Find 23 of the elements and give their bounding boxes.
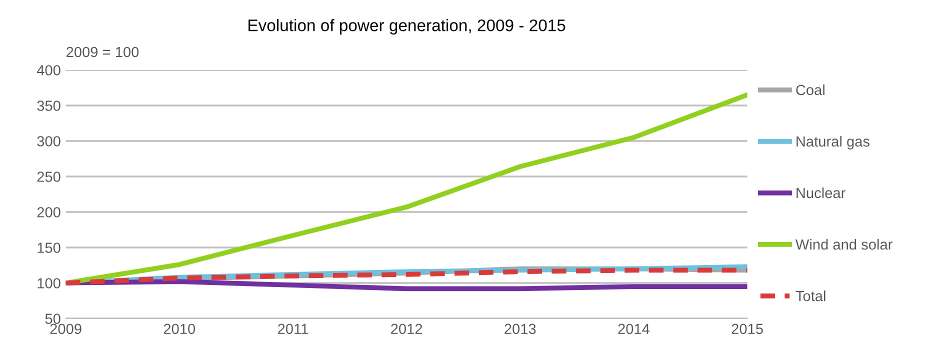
y-tick-label: 400 [36, 65, 60, 76]
y-tick-label: 300 [37, 136, 60, 146]
x-tick-label: 2011 [278, 324, 308, 334]
legend-label: Wind and solar [795, 238, 892, 250]
legend-label: Coal [796, 84, 824, 96]
y-axis-title: 2009 = 100 [66, 46, 139, 58]
x-tick-label: 2009 [50, 324, 82, 334]
y-tick-label: 150 [38, 242, 60, 253]
x-tick-label: 2012 [391, 324, 422, 334]
y-tick-label: 100 [38, 278, 60, 288]
y-tick-label: 250 [37, 172, 60, 182]
x-tick-label: 2015 [732, 324, 763, 334]
legend-label: Total [796, 290, 826, 302]
y-tick-label: 200 [37, 207, 60, 218]
x-tick-label: 2013 [504, 324, 536, 334]
chart-title: Evolution of power generation, 2009 - 2015 [248, 19, 566, 35]
x-tick-label: 2010 [164, 324, 196, 334]
line-series [66, 92, 748, 286]
x-tick-label: 2014 [618, 324, 650, 334]
legend-label: Natural gas [796, 136, 870, 150]
y-tick-label: 50 [45, 314, 60, 324]
y-tick-label: 350 [37, 100, 60, 111]
legend-label: Nuclear [796, 187, 846, 198]
